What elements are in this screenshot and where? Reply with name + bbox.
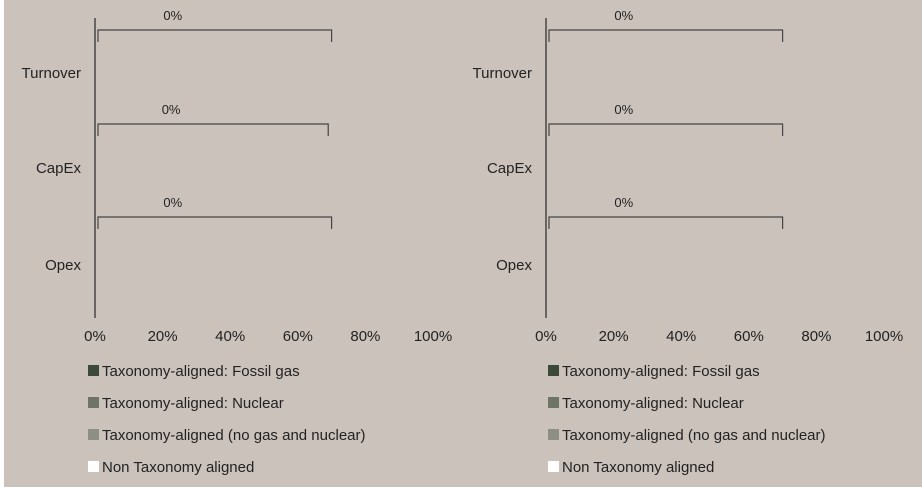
chart-2-legend-label: Taxonomy-aligned (no gas and nuclear): [562, 427, 826, 444]
chart-2-bracket: [548, 123, 784, 136]
chart-2-category-label: Turnover: [473, 65, 532, 82]
chart-2-x-tick-label: 20%: [599, 328, 629, 345]
chart-1-legend-swatch: [88, 429, 99, 440]
chart-1-x-tick-label: 20%: [148, 328, 178, 345]
chart-2-bracket-label: 0%: [614, 195, 633, 210]
chart-2-legend-swatch: [548, 429, 559, 440]
chart-2-category-label: CapEx: [487, 160, 533, 177]
chart-2-x-tick-label: 100%: [865, 328, 903, 345]
chart-2-bracket-label: 0%: [614, 102, 633, 117]
chart-2-x-tick-label: 40%: [666, 328, 696, 345]
chart-2-legend-label: Taxonomy-aligned: Fossil gas: [562, 363, 760, 380]
chart-1-x-tick-label: 60%: [283, 328, 313, 345]
chart-1-legend-swatch: [88, 365, 99, 376]
chart-2-legend-swatch: [548, 397, 559, 408]
chart-2-x-tick-label: 60%: [734, 328, 764, 345]
chart-2-bracket: [548, 216, 784, 229]
chart-1-legend-label: Taxonomy-aligned (no gas and nuclear): [102, 427, 366, 444]
chart-1-bracket-label: 0%: [163, 195, 182, 210]
chart-1-bracket-label: 0%: [162, 102, 181, 117]
chart-1-x-tick-label: 100%: [414, 328, 452, 345]
chart-2-x-tick-label: 0%: [535, 328, 557, 345]
chart-1-bracket: [97, 216, 333, 229]
chart-1-legend-swatch: [88, 397, 99, 408]
chart-1-x-tick-label: 0%: [84, 328, 106, 345]
chart-1-x-tick-label: 80%: [350, 328, 380, 345]
chart-background: [4, 0, 922, 487]
chart-1-legend-label: Taxonomy-aligned: Nuclear: [102, 395, 284, 412]
chart-1-x-tick-label: 40%: [215, 328, 245, 345]
chart-1-legend-label: Non Taxonomy aligned: [102, 459, 254, 476]
chart-1-category-label: Opex: [45, 257, 81, 274]
chart-2-category-label: Opex: [496, 257, 532, 274]
chart-1-legend-label: Taxonomy-aligned: Fossil gas: [102, 363, 300, 380]
chart-1-bracket: [97, 29, 333, 42]
chart-1-bracket-label: 0%: [163, 8, 182, 23]
chart-2-bracket-label: 0%: [614, 8, 633, 23]
chart-1-category-label: Turnover: [22, 65, 81, 82]
chart-2-bracket: [548, 29, 784, 42]
chart-2-x-tick-label: 80%: [801, 328, 831, 345]
chart-2-legend-label: Non Taxonomy aligned: [562, 459, 714, 476]
chart-1-category-label: CapEx: [36, 160, 82, 177]
chart-2-legend-label: Taxonomy-aligned: Nuclear: [562, 395, 744, 412]
chart-2-legend-swatch: [548, 461, 559, 472]
chart-1-legend-swatch: [88, 461, 99, 472]
chart-1-bracket: [97, 123, 329, 136]
chart-2-legend-swatch: [548, 365, 559, 376]
